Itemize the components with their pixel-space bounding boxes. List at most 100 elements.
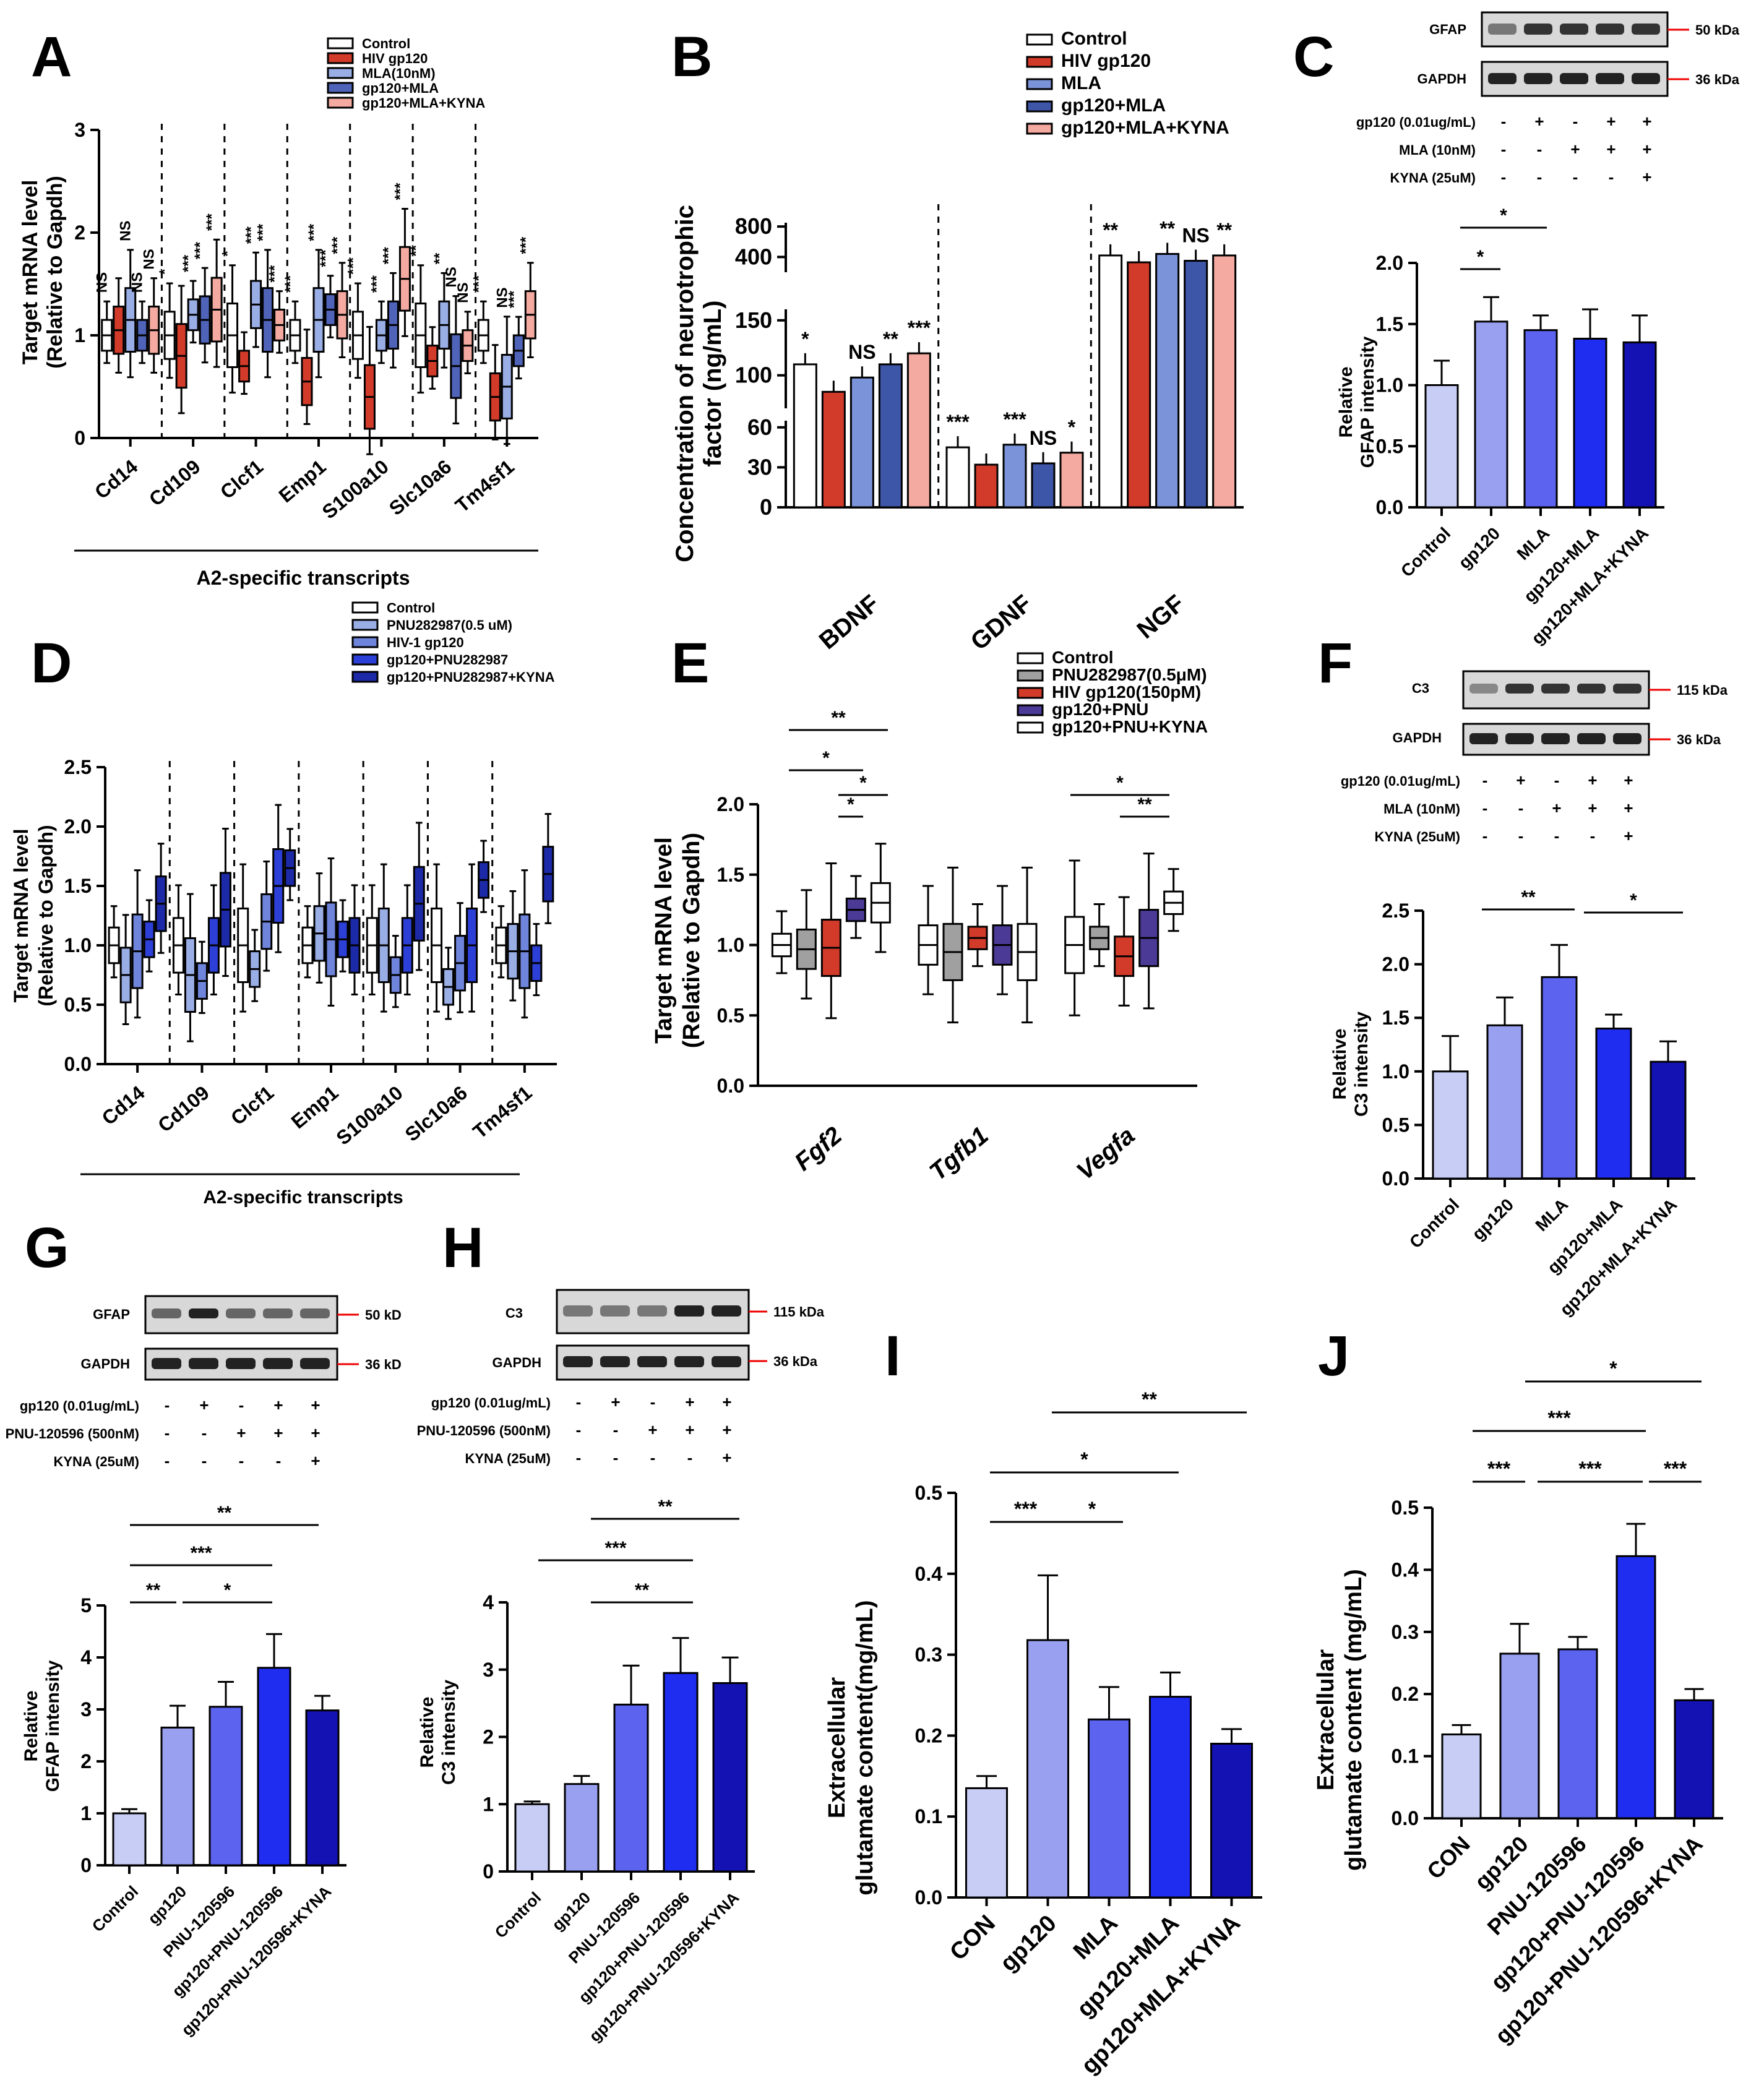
panel-g-band-gapdh: [263, 1358, 293, 1369]
panel-c-treatment-sign: -: [1537, 168, 1542, 186]
panel-a-sig-label: ***: [317, 249, 334, 267]
panel-g-treatment-sign: +: [311, 1424, 320, 1442]
panel-e-sig-label: *: [847, 794, 854, 815]
panel-b-bar: [1155, 252, 1180, 509]
panel-e-y-tick-label: 0.5: [717, 1004, 744, 1026]
panel-a-x-tick-label: Cd109: [145, 455, 205, 510]
panel-a-legend-swatch: [327, 97, 354, 109]
panel-h-treatment-sign: +: [611, 1393, 620, 1411]
panel-h-treatment-label: KYNA (25uM): [465, 1451, 551, 1466]
panel-c-treatment-sign: +: [1642, 168, 1651, 186]
panel-f-y-tick-label: 1.0: [1382, 1060, 1409, 1083]
panel-b-legend-swatch: [1026, 56, 1053, 68]
panel-e-legend-swatch: [1017, 687, 1044, 699]
panel-c-bar: [1622, 341, 1657, 509]
panel-h-band-c3: [600, 1305, 630, 1317]
panel-b-legend-entry: Control: [1061, 28, 1127, 49]
panel-c-treatment-sign: -: [1501, 140, 1507, 158]
panel-letter-i: I: [885, 1325, 901, 1388]
panel-b-y-tick-label: 60: [747, 415, 772, 440]
panel-f-y-label: Relative: [1330, 1028, 1350, 1099]
panel-d-legend-entry: HIV-1 gp120: [387, 635, 464, 650]
panel-a-sig-label: ***: [380, 247, 397, 265]
panel-c-y-tick-label: 2.0: [1376, 252, 1403, 274]
panel-letter-e: E: [671, 632, 710, 695]
panel-f-band-gapdh: [1469, 733, 1498, 744]
panel-b-sig-label: ***: [946, 411, 970, 433]
panel-h-treatment-sign: -: [650, 1448, 656, 1467]
panel-b-sig-label: NS: [1030, 427, 1057, 449]
panel-letter-j: J: [1318, 1325, 1350, 1388]
panel-c-y-label: Relative: [1336, 366, 1356, 437]
panel-a-sig-label: ***: [306, 223, 322, 241]
panel-b-sig-label: **: [1160, 217, 1175, 239]
panel-g-band-gapdh: [300, 1358, 330, 1369]
panel-i-sig-label: *: [1088, 1498, 1096, 1520]
panel-b-legend-swatch: [1026, 100, 1053, 113]
panel-c-bar: [1573, 337, 1607, 509]
panel-h-bar: [613, 1703, 649, 1873]
panel-j-bar: [1674, 1699, 1715, 1819]
panel-g-treatment-sign: -: [239, 1451, 244, 1470]
panel-f-treatment-label: MLA (10nM): [1383, 801, 1460, 817]
panel-c-treatment-sign: +: [1570, 140, 1580, 158]
panel-a-sig-label: ***: [506, 290, 522, 308]
panel-f-treatment-sign: -: [1554, 827, 1560, 845]
panel-g-treatment-label: gp120 (0.01ug/mL): [20, 1398, 139, 1414]
panel-h-treatment-sign: -: [576, 1448, 582, 1467]
panel-f-kda-label: 36 kDa: [1677, 732, 1721, 747]
panel-e-legend-swatch: [1017, 721, 1044, 734]
panel-b-sig-label: **: [883, 328, 898, 350]
panel-letter-b: B: [671, 25, 713, 88]
panel-f-y-label: C3 intensity: [1351, 1012, 1372, 1117]
panel-i-bar: [1210, 1742, 1253, 1899]
panel-g-band-gfap: [226, 1308, 256, 1318]
panel-h-treatment-sign: -: [650, 1393, 656, 1411]
panel-g-sig-label: **: [217, 1503, 232, 1523]
panel-g-x-tick-label: gp120: [144, 1882, 190, 1928]
panel-f-treatment-sign: +: [1624, 771, 1633, 789]
panel-c-treatment-sign: -: [1501, 112, 1507, 131]
panel-b-sig-label: NS: [848, 341, 876, 363]
panel-c-band-gapdh: [1560, 73, 1588, 84]
panel-g-y-tick-label: 1: [80, 1802, 92, 1824]
panel-g-blot-label: GAPDH: [81, 1356, 130, 1372]
panel-g-band-gfap: [189, 1308, 218, 1318]
panel-g-treatment-sign: +: [199, 1396, 209, 1414]
panel-b-bar: [906, 352, 931, 509]
panel-c-treatment-sign: +: [1534, 112, 1544, 131]
panel-e-legend-swatch: [1017, 704, 1044, 716]
panel-h-bar: [712, 1682, 748, 1873]
panel-b-sig-label: *: [1068, 416, 1076, 439]
panel-a-sig-label: ***: [180, 254, 197, 272]
panel-j-sig-label: *: [1609, 1357, 1617, 1380]
panel-j-sig-label: ***: [1664, 1458, 1687, 1480]
panel-c-kda-label: 50 kDa: [1695, 22, 1740, 38]
panel-d-x-tick-label: Cd109: [153, 1081, 213, 1136]
panel-b-legend-entry: gp120+MLA+KYNA: [1061, 118, 1229, 138]
panel-h-y-label: C3 intensity: [439, 1680, 459, 1785]
panel-h-band-gapdh: [600, 1356, 630, 1367]
panel-g-kda-label: 50 kD: [365, 1307, 402, 1323]
panel-b-sig-label: **: [1103, 219, 1118, 241]
panel-d-y-tick-label: 1.5: [64, 875, 92, 897]
panel-e-y-label: (Relative to Gapdh): [679, 833, 705, 1048]
panel-f-treatment-sign: -: [1518, 799, 1524, 817]
panel-c-treatment-sign: +: [1642, 140, 1651, 158]
panel-h-treatment-sign: +: [722, 1420, 731, 1439]
panel-e-y-tick-label: 2.0: [717, 793, 744, 815]
panel-f-treatment-sign: -: [1482, 771, 1488, 789]
panel-i-x-tick-label: gp120: [996, 1910, 1062, 1977]
panel-b-bar: [1031, 462, 1056, 509]
panel-b-x-tick-label: BDNF: [814, 590, 884, 655]
panel-g-blot-label: GFAP: [93, 1307, 130, 1322]
panel-b-y-label: factor (ng/mL): [699, 301, 726, 467]
panel-f-sig-label: *: [1630, 890, 1637, 911]
panel-a-x-tick-label: Slc10a6: [385, 455, 455, 520]
panel-a-legend-swatch: [327, 52, 354, 64]
panel-c-treatment-sign: -: [1501, 168, 1507, 186]
panel-b-y-tick-label: 150: [735, 307, 772, 333]
panel-g-y-tick-label: 4: [80, 1646, 92, 1669]
panel-c-x-tick-label: Control: [1397, 523, 1454, 580]
panel-g-treatment-sign: -: [239, 1396, 244, 1414]
